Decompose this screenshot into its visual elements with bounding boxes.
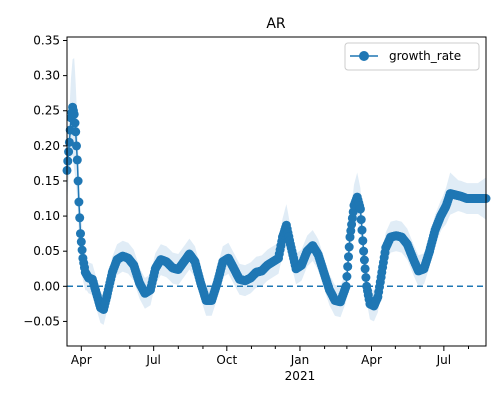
y-tick-label: 0.25 (33, 104, 60, 118)
x-tick-label: Apr (361, 353, 382, 367)
y-tick-label: −0.05 (23, 314, 60, 328)
data-point (359, 246, 369, 256)
data-point (72, 141, 81, 151)
data-point (356, 215, 366, 225)
data-point (360, 264, 370, 274)
legend-entry-growth-rate: growth_rate (389, 49, 461, 63)
data-point (355, 204, 365, 214)
y-tick-label: 0.30 (33, 69, 60, 83)
x-tick-label: Jan (290, 353, 310, 367)
data-point (344, 242, 354, 252)
data-point (73, 176, 83, 186)
data-point (343, 262, 353, 272)
y-tick-label: 0.15 (33, 174, 60, 188)
plot-area (62, 58, 491, 325)
data-point (342, 272, 352, 281)
data-point (341, 281, 351, 291)
data-point (71, 127, 81, 137)
growth-rate-markers (62, 102, 491, 314)
legend: growth_rate (344, 42, 480, 71)
data-point (359, 255, 369, 265)
data-point (357, 225, 367, 235)
x-tick-label: Apr (71, 353, 92, 367)
data-point (64, 147, 74, 157)
data-point (63, 156, 73, 166)
legend-marker-swatch (359, 51, 369, 61)
chart-title: AR (266, 16, 286, 32)
data-point (344, 252, 353, 262)
data-point (72, 155, 82, 165)
data-point (358, 236, 368, 246)
y-tick-label: 0.10 (33, 209, 60, 223)
y-tick-label: 0.05 (33, 244, 60, 258)
data-point (77, 245, 87, 255)
y-tick-label: 0.35 (33, 34, 60, 48)
x-tick-label: Oct (216, 353, 237, 367)
data-point (76, 237, 86, 247)
x-tick-label: Jul (436, 353, 451, 367)
x-tick-label: Jul (145, 353, 160, 367)
confidence-band (67, 58, 486, 325)
data-point (75, 213, 85, 223)
y-tick-label: 0.20 (33, 139, 60, 153)
data-point (76, 229, 85, 239)
data-point (70, 118, 80, 128)
data-point (74, 197, 84, 207)
x-year-label: 2021 (285, 369, 316, 383)
data-point (69, 109, 79, 119)
legend-box (344, 42, 480, 71)
data-point (361, 273, 371, 282)
axes-frame (66, 36, 487, 347)
y-tick-label: 0.00 (33, 279, 60, 293)
axes: −0.05 0.00 0.05 0.10 0.15 0.20 0.25 0.30 0.35 Apr… (23, 34, 487, 383)
